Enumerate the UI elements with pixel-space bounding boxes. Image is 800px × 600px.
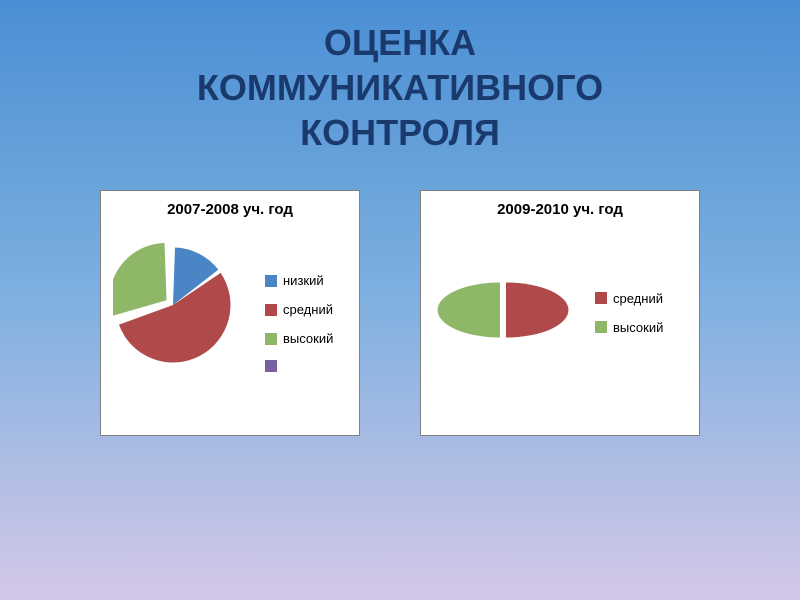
- legend-item-высокий: высокий: [595, 320, 663, 335]
- chart-2-body: средний высокий: [433, 230, 687, 395]
- title-line-3: КОНТРОЛЯ: [0, 110, 800, 155]
- legend-label: средний: [283, 302, 333, 317]
- charts-row: 2007-2008 уч. год низкий средний высокий 2…: [0, 190, 800, 436]
- legend-item-высокий: высокий: [265, 331, 333, 346]
- title-line-2: КОММУНИКАТИВНОГО: [0, 65, 800, 110]
- legend-swatch: [265, 275, 277, 287]
- page-title: ОЦЕНКА КОММУНИКАТИВНОГО КОНТРОЛЯ: [0, 0, 800, 155]
- chart-1-title: 2007-2008 уч. год: [113, 201, 347, 218]
- chart-2-title: 2009-2010 уч. год: [433, 201, 687, 218]
- legend-item-средний: средний: [265, 302, 333, 317]
- chart-2-legend: средний высокий: [595, 291, 663, 335]
- legend-swatch: [265, 360, 277, 372]
- legend-item-extra: [265, 360, 333, 372]
- legend-label: низкий: [283, 273, 324, 288]
- legend-swatch: [265, 333, 277, 345]
- legend-label: средний: [613, 291, 663, 306]
- legend-swatch: [595, 321, 607, 333]
- chart-card-2: 2009-2010 уч. год средний высокий: [420, 190, 700, 436]
- chart-1-legend: низкий средний высокий: [265, 273, 333, 372]
- chart-1-body: низкий средний высокий: [113, 230, 347, 415]
- legend-swatch: [595, 292, 607, 304]
- chart-card-1: 2007-2008 уч. год низкий средний высокий: [100, 190, 360, 436]
- legend-item-средний: средний: [595, 291, 663, 306]
- pie-slice-высокий: [438, 283, 500, 338]
- legend-swatch: [265, 304, 277, 316]
- legend-label: высокий: [283, 331, 333, 346]
- chart-2-pie: [433, 230, 583, 395]
- legend-item-низкий: низкий: [265, 273, 333, 288]
- chart-1-pie: [113, 230, 253, 415]
- legend-label: высокий: [613, 320, 663, 335]
- title-line-1: ОЦЕНКА: [0, 20, 800, 65]
- pie-slice-высокий: [113, 243, 167, 316]
- pie-slice-средний: [506, 283, 568, 338]
